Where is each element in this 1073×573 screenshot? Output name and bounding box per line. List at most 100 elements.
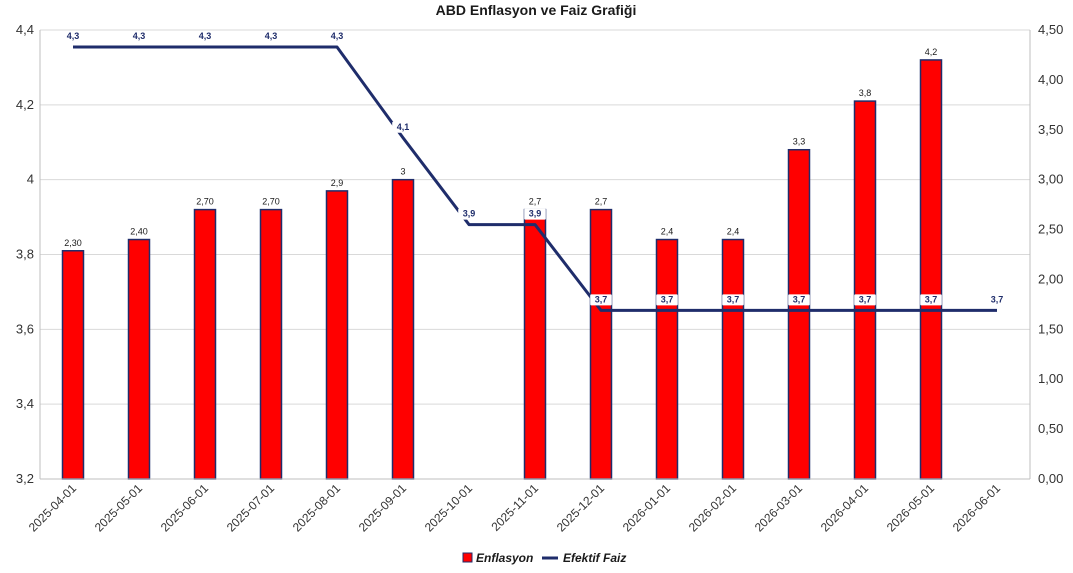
line-data-label: 4,3 <box>331 31 344 41</box>
bar-data-label: 2,70 <box>262 197 280 207</box>
line-label-bg <box>326 30 348 42</box>
line-label-bg <box>194 30 216 42</box>
bar-enflasyon <box>259 208 283 480</box>
line-data-label: 3,7 <box>595 294 608 304</box>
x-tick-label: 2026-05-01 <box>884 481 938 535</box>
line-data-label: 3,7 <box>859 294 872 304</box>
line-label-bg <box>458 208 480 220</box>
bar-data-label: 4,2 <box>925 47 938 57</box>
left-tick-label: 3,4 <box>16 396 34 411</box>
line-label-bg <box>392 121 414 133</box>
line-label-bg <box>722 294 744 306</box>
left-tick-label: 3,8 <box>16 247 34 262</box>
right-tick-label: 1,00 <box>1038 371 1063 386</box>
right-tick-label: 3,50 <box>1038 122 1063 137</box>
bar-enflasyon <box>919 59 943 480</box>
right-tick-label: 4,50 <box>1038 22 1063 37</box>
line-label-bg <box>260 30 282 42</box>
line-data-label: 3,7 <box>991 294 1004 304</box>
line-label-bg <box>986 294 1008 306</box>
x-tick-label: 2025-09-01 <box>356 481 410 535</box>
right-tick-label: 2,00 <box>1038 271 1063 286</box>
line-data-label: 3,7 <box>727 294 740 304</box>
line-data-label: 3,9 <box>529 209 542 219</box>
bar-enflasyon <box>391 178 415 480</box>
left-tick-label: 4 <box>27 172 34 187</box>
line-data-label: 3,7 <box>661 294 674 304</box>
bar-data-label: 3,8 <box>859 88 872 98</box>
line-data-label: 4,3 <box>265 31 278 41</box>
bar-data-label: 2,4 <box>661 227 674 237</box>
bar-enflasyon <box>787 148 811 480</box>
line-label-bg <box>62 30 84 42</box>
legend-label-efektif-faiz: Efektif Faiz <box>563 551 626 565</box>
left-tick-label: 4,2 <box>16 97 34 112</box>
line-label-bg <box>590 294 612 306</box>
x-tick-label: 2025-05-01 <box>92 481 146 535</box>
right-tick-label: 0,50 <box>1038 421 1063 436</box>
x-tick-label: 2025-08-01 <box>290 481 344 535</box>
bar-enflasyon <box>325 190 349 480</box>
left-tick-label: 4,4 <box>16 22 34 37</box>
bar-data-label: 2,9 <box>331 178 344 188</box>
left-tick-label: 3,6 <box>16 321 34 336</box>
x-tick-label: 2025-10-01 <box>422 481 476 535</box>
right-tick-label: 0,00 <box>1038 471 1063 486</box>
bar-enflasyon <box>61 250 85 480</box>
x-tick-label: 2025-07-01 <box>224 481 278 535</box>
chart-title: ABD Enflasyon ve Faiz Grafiği <box>436 2 637 18</box>
bar-enflasyon <box>127 238 151 480</box>
line-data-label: 4,3 <box>133 31 146 41</box>
line-data-label: 4,3 <box>199 31 212 41</box>
x-tick-label: 2026-06-01 <box>950 481 1004 535</box>
bar-enflasyon <box>721 238 745 480</box>
line-data-label: 3,7 <box>925 294 938 304</box>
left-tick-label: 3,2 <box>16 471 34 486</box>
enflasyon-bars: 2,30 2,40 2,70 2,70 2,9 3 2,7 2,7 2,4 2,4 3,3 3,8 4,… <box>61 47 943 480</box>
bar-enflasyon <box>589 208 613 480</box>
left-y-axis: 3,2 3,4 3,6 3,8 4 4,2 4,4 <box>16 22 41 486</box>
legend-label-enflasyon: Enflasyon <box>476 551 533 565</box>
right-tick-label: 3,00 <box>1038 172 1063 187</box>
bar-data-label: 2,7 <box>529 197 542 207</box>
line-data-label: 3,7 <box>793 294 806 304</box>
x-tick-label: 2026-04-01 <box>818 481 872 535</box>
line-label-bg <box>788 294 810 306</box>
x-tick-label: 2026-03-01 <box>752 481 806 535</box>
legend-swatch-enflasyon <box>462 552 473 563</box>
efektif-faiz-line: 4,3 4,3 4,3 4,3 4,3 4,1 3,9 3,9 3,7 3,7 3,7 3,7 3,7 3… <box>62 30 1008 312</box>
x-tick-label: 2025-04-01 <box>26 481 80 535</box>
bar-enflasyon <box>523 208 547 480</box>
bar-data-label: 3 <box>400 167 405 177</box>
bar-data-label: 2,4 <box>727 227 740 237</box>
right-y-axis: 0,00 0,50 1,00 1,50 2,00 2,50 3,00 3,50 4,00 4,50 <box>1029 22 1063 486</box>
line-data-label: 3,9 <box>463 209 476 219</box>
line-data-label: 4,1 <box>397 122 410 132</box>
right-tick-label: 1,50 <box>1038 321 1063 336</box>
bar-data-label: 2,70 <box>196 197 214 207</box>
line-label-bg <box>920 294 942 306</box>
line-label-bg <box>524 208 546 220</box>
line-label-bg <box>128 30 150 42</box>
x-tick-label: 2025-12-01 <box>554 481 608 535</box>
x-tick-label: 2025-11-01 <box>488 481 541 534</box>
line-data-label: 4,3 <box>67 31 80 41</box>
bar-enflasyon <box>853 100 877 480</box>
right-tick-label: 4,00 <box>1038 72 1063 87</box>
efektif-faiz-polyline <box>73 45 997 312</box>
bar-data-label: 3,3 <box>793 137 806 147</box>
bar-data-label: 2,7 <box>595 197 608 207</box>
bar-data-label: 2,40 <box>130 227 148 237</box>
x-tick-label: 2025-06-01 <box>158 481 212 535</box>
bar-data-label: 2,30 <box>64 238 82 248</box>
bar-enflasyon <box>193 208 217 480</box>
legend: Enflasyon Efektif Faiz <box>462 551 626 565</box>
line-label-bg <box>854 294 876 306</box>
x-axis: 2025-04-01 2025-05-01 2025-06-01 2025-07-01… <box>26 478 1030 535</box>
bar-enflasyon <box>655 238 679 480</box>
right-tick-label: 2,50 <box>1038 222 1063 237</box>
x-tick-label: 2026-01-01 <box>620 481 674 535</box>
x-tick-label: 2026-02-01 <box>686 481 740 535</box>
